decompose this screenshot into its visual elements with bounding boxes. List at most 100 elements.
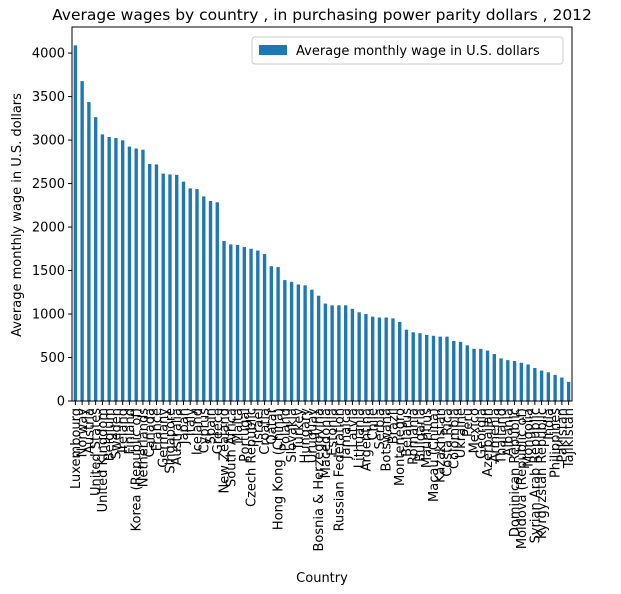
bar — [154, 164, 159, 401]
x-tick-label: Dominican Republic — [508, 408, 523, 537]
x-tick-label: Thailand — [495, 408, 510, 465]
x-tick-label: Bosnia & Herzegovina — [312, 408, 327, 552]
x-tick-label: Slovakia — [285, 408, 300, 463]
y-tick-label: 500 — [40, 351, 65, 366]
bar — [479, 348, 483, 401]
x-tick-label: Cyprus — [197, 408, 212, 454]
bar — [316, 295, 321, 401]
bar — [472, 348, 476, 401]
x-tick-label: Brazil — [386, 408, 401, 444]
x-tick-label: Kyrgyzstan Republic — [535, 408, 550, 539]
bar — [391, 318, 395, 401]
x-tick-label: Korea (Republic of) — [130, 408, 145, 531]
bar — [553, 374, 557, 401]
bar — [107, 137, 111, 401]
x-tick-label: Netherlands — [136, 408, 151, 487]
x-tick-label: Montenegro — [393, 408, 408, 486]
bar — [134, 148, 138, 401]
bar — [533, 367, 537, 401]
x-tick-label: Macau (China) — [427, 408, 442, 502]
x-tick-label: Italy — [184, 408, 199, 437]
x-tick-label: Finland — [123, 408, 138, 454]
bar — [80, 81, 84, 401]
bar — [73, 45, 78, 402]
x-tick-label: Poland — [278, 408, 293, 451]
x-tick-label: Latvia — [346, 408, 361, 448]
x-tick-label: New Zealand — [218, 408, 233, 493]
x-tick-label: Canada — [143, 408, 158, 457]
bar — [283, 280, 287, 401]
bar — [229, 244, 233, 401]
x-tick-label: Botswana — [380, 408, 395, 472]
bar — [114, 138, 118, 401]
x-tick-label: United Kingdom — [96, 408, 111, 512]
bar — [235, 244, 240, 401]
x-tick-label: Macedonia — [319, 408, 334, 478]
bar — [303, 285, 307, 401]
bar — [256, 250, 260, 401]
bar — [276, 267, 280, 401]
bar — [161, 173, 165, 401]
bar — [458, 341, 463, 401]
x-tick-label: Moldova (Republic of) — [515, 408, 530, 549]
x-tick-label: Mauritius — [420, 408, 435, 468]
x-tick-label: Luxembourg — [69, 408, 84, 489]
bar — [546, 372, 551, 401]
y-axis-label: Average monthly wage in U.S. dollars — [10, 93, 25, 337]
bar — [87, 102, 91, 402]
bar — [343, 305, 348, 401]
x-tick-label: Colombia — [447, 408, 462, 469]
x-tick-label: Turkey — [292, 408, 307, 452]
x-tick-label: Philippines — [549, 408, 564, 478]
bar — [269, 266, 274, 401]
bar — [289, 281, 294, 401]
y-tick-label: 3500 — [32, 90, 65, 105]
x-tick-label: France — [150, 408, 165, 451]
x-tick-label: Azerbaijan — [481, 408, 496, 477]
bar — [337, 305, 341, 401]
bar — [357, 312, 361, 401]
x-tick-label: Sweden — [109, 408, 124, 459]
bar — [492, 354, 496, 401]
x-tick-label: Uruguay — [305, 408, 320, 464]
x-tick-label: Argentina — [359, 408, 374, 471]
x-tick-label: Tajikistan — [562, 408, 577, 469]
bar — [566, 381, 571, 401]
bar — [208, 200, 213, 401]
x-tick-label: Chile — [366, 408, 381, 441]
bar — [370, 316, 375, 401]
x-tick-label: Hungary — [299, 408, 314, 464]
bar — [499, 358, 503, 401]
y-tick-label: 1000 — [32, 308, 65, 323]
x-tick-label: South Africa — [224, 408, 239, 487]
x-tick-label: Lithuania — [353, 408, 368, 468]
x-tick-label: Pakistan — [555, 408, 570, 462]
x-tick-label: Bulgaria — [413, 408, 428, 462]
bar — [485, 350, 490, 401]
bar — [411, 332, 415, 401]
bar — [384, 317, 388, 401]
y-tick-label: 4000 — [32, 47, 65, 62]
bar — [330, 305, 334, 401]
bar — [242, 247, 246, 401]
x-tick-label: Qatar — [265, 407, 280, 444]
x-tick-label: Estonia — [326, 408, 341, 456]
bar — [215, 202, 219, 401]
x-tick-label: India — [542, 408, 557, 440]
bar — [418, 333, 422, 401]
bar — [404, 329, 409, 401]
x-tick-label: Costa Rica — [441, 408, 456, 477]
x-tick-label: Greece — [211, 408, 226, 454]
y-tick-label: 2000 — [32, 221, 65, 236]
bar — [141, 149, 145, 401]
y-tick-label: 1500 — [32, 264, 65, 279]
bar — [296, 284, 301, 401]
bar — [438, 336, 442, 401]
bar — [539, 370, 544, 401]
x-tick-label: Albania — [501, 408, 516, 457]
x-tick-label: Belarus — [400, 408, 415, 457]
x-tick-label: Spain — [204, 408, 219, 444]
legend-swatch — [259, 45, 287, 55]
x-tick-label: Japan — [177, 408, 192, 445]
